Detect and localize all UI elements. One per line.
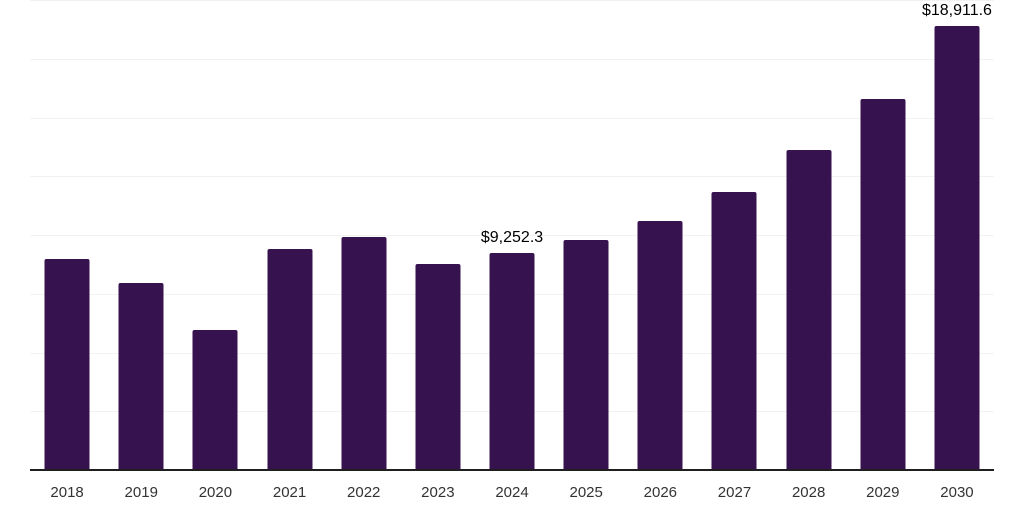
bar-2025 <box>563 239 609 470</box>
bar-slot-2028 <box>772 0 846 470</box>
bar-slot-2022 <box>327 0 401 470</box>
x-axis-line <box>30 469 994 471</box>
bar-2024 <box>489 252 535 470</box>
x-tick-label-2026: 2026 <box>643 484 678 501</box>
x-tick-label-2023: 2023 <box>421 484 455 501</box>
bar-2018 <box>44 258 90 470</box>
bar-slot-2019 <box>104 0 178 470</box>
chart-figure: $9,252.3 $18,911.6 2018 2019 2020 2021 2022 20… <box>30 0 994 502</box>
gridline <box>30 117 994 119</box>
bar-slot-2029 <box>846 0 920 470</box>
bar-slot-2027 <box>697 0 771 470</box>
data-label-2030: $18,911.6 <box>921 1 992 19</box>
bar-2019 <box>118 283 164 470</box>
gridline <box>30 176 994 178</box>
x-tick-label-2029: 2029 <box>866 484 900 501</box>
x-tick-label-2021: 2021 <box>272 484 307 501</box>
bar-2022 <box>341 237 387 470</box>
bar-slot-2023 <box>401 0 475 470</box>
data-label-2024: $9,252.3 <box>480 228 544 246</box>
gridline <box>30 235 994 236</box>
x-tick-label-2030: 2030 <box>940 484 974 501</box>
x-tick-label-2027: 2027 <box>717 484 752 501</box>
gridline <box>30 0 994 1</box>
x-axis-labels: 2018 2019 2020 2021 2022 2023 2024 2025 2026 2027… <box>30 484 994 502</box>
bar-slot-2020 <box>178 0 252 470</box>
bar-2021 <box>267 249 313 470</box>
bar-slot-2030: $18,911.6 <box>920 0 994 470</box>
bar-2029 <box>860 98 906 470</box>
bar-2026 <box>637 220 683 470</box>
bar-slot-2025 <box>549 0 623 470</box>
bar-slot-2018 <box>30 0 104 470</box>
bar-slot-2021 <box>252 0 326 470</box>
bar-2027 <box>711 191 757 470</box>
bar-2023 <box>415 264 461 470</box>
bar-2028 <box>786 150 832 470</box>
x-tick-label-2018: 2018 <box>50 484 84 501</box>
x-tick-label-2025: 2025 <box>569 484 603 501</box>
bars-row: $9,252.3 $18,911.6 <box>30 0 994 470</box>
gridline <box>30 58 994 60</box>
x-tick-label-2022: 2022 <box>347 484 381 501</box>
x-tick-label-2028: 2028 <box>791 484 826 501</box>
plot-area: $9,252.3 $18,911.6 <box>30 0 994 471</box>
bar-slot-2024: $9,252.3 <box>475 0 549 470</box>
bar-2030 <box>934 25 980 470</box>
bar-2020 <box>192 330 238 470</box>
bar-slot-2026 <box>623 0 697 470</box>
x-tick-label-2019: 2019 <box>124 484 158 501</box>
x-tick-label-2020: 2020 <box>198 484 233 501</box>
x-tick-label-2024: 2024 <box>495 484 529 501</box>
